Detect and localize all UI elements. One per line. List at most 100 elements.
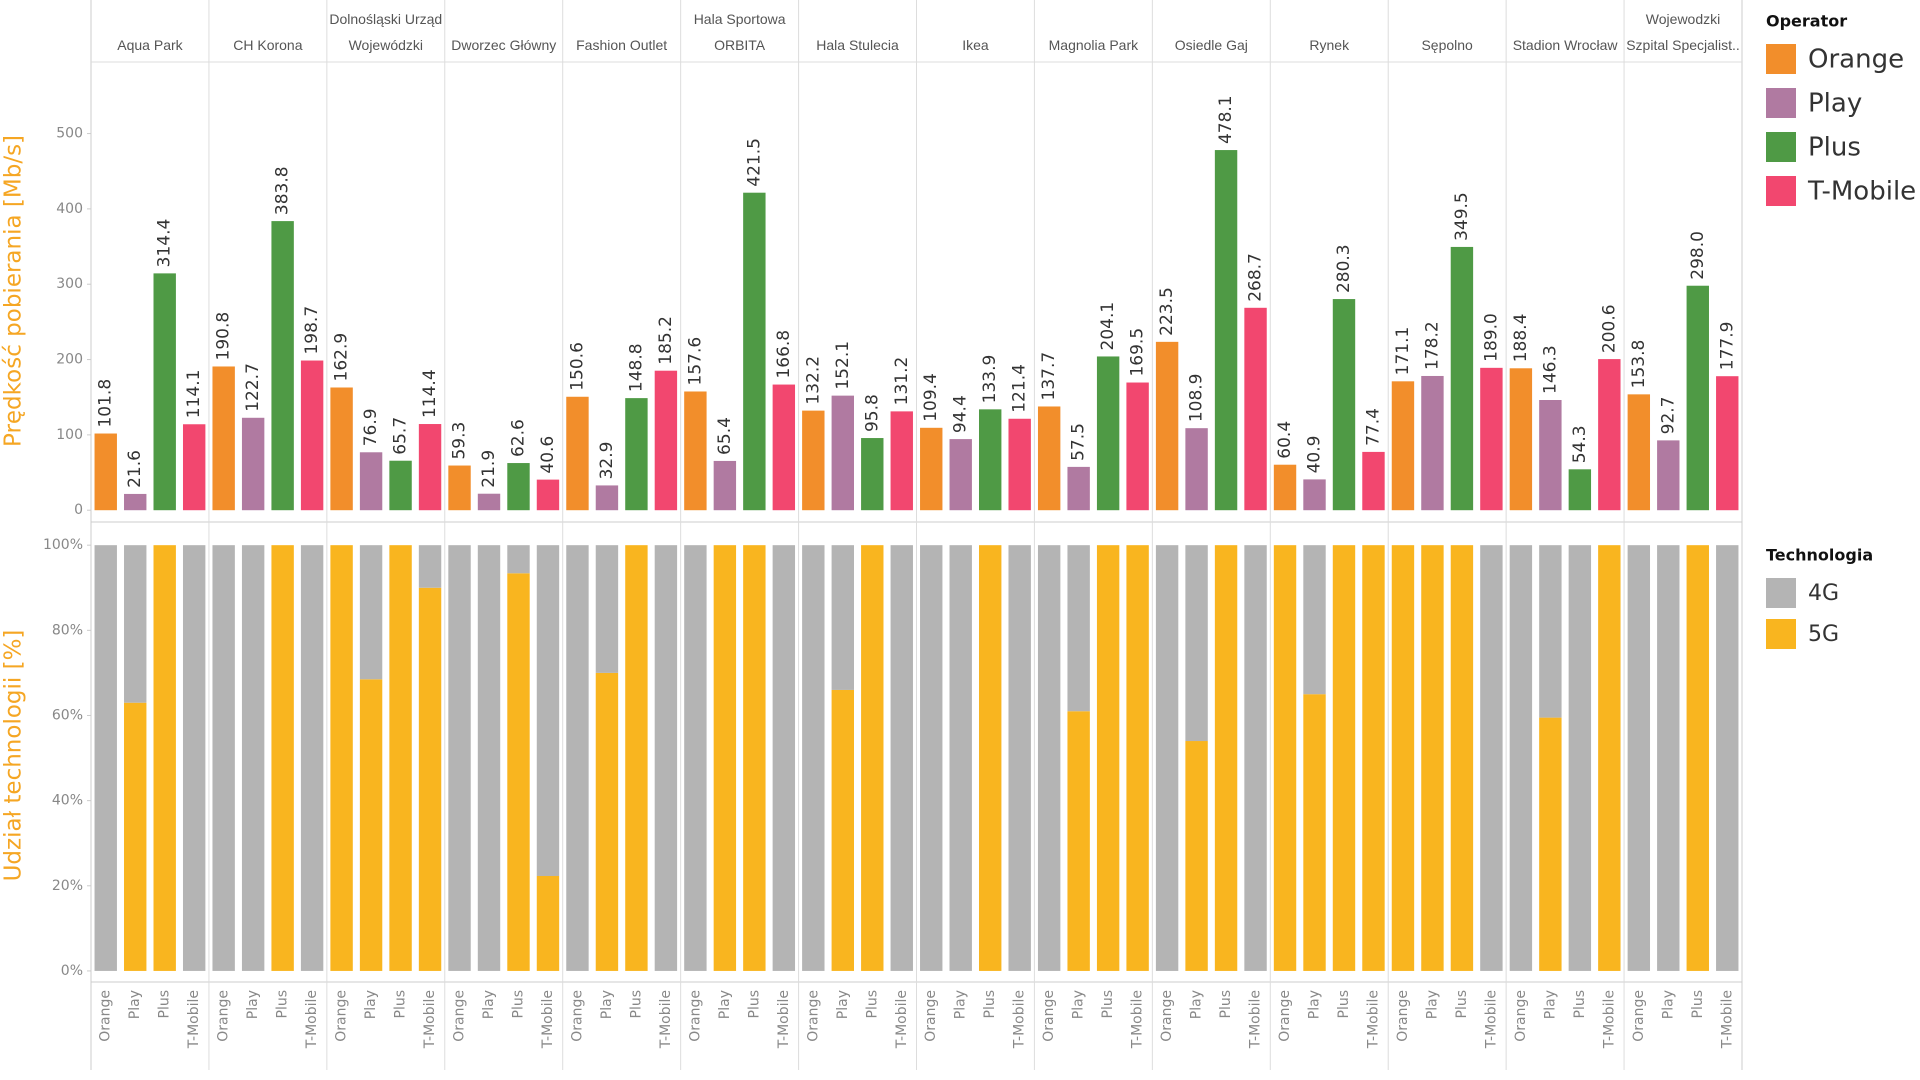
data-label: 76.9	[361, 408, 381, 446]
x-tick-label: Orange	[334, 990, 350, 1042]
x-tick-label: T-Mobile	[304, 990, 320, 1049]
data-label: 40.9	[1305, 436, 1325, 474]
data-label: 298.0	[1688, 231, 1708, 280]
data-label: 177.9	[1717, 322, 1737, 371]
data-label: 122.7	[243, 363, 263, 412]
group-label: Osiedle Gaj	[1174, 37, 1248, 53]
data-label: 21.9	[479, 450, 499, 488]
bar	[1303, 479, 1326, 511]
stacked-segment	[418, 545, 442, 588]
bar	[536, 479, 560, 511]
stacked-segment	[1155, 545, 1179, 971]
x-tick-label: T-Mobile	[658, 990, 674, 1049]
group-label: CH Korona	[233, 37, 303, 53]
bar	[1627, 394, 1651, 511]
legend-swatch	[1766, 176, 1796, 206]
y-tick-label: 60%	[52, 707, 83, 723]
bar	[890, 411, 913, 511]
x-tick-label: T-Mobile	[1248, 990, 1264, 1049]
bar	[271, 221, 294, 511]
data-label: 133.9	[980, 355, 1000, 404]
stacked-segment	[507, 545, 530, 574]
x-tick-label: Play	[245, 990, 261, 1019]
x-tick-label: T-Mobile	[776, 990, 792, 1049]
bar	[1126, 382, 1149, 511]
x-tick-label: Play	[953, 990, 969, 1019]
bar	[241, 417, 265, 511]
stacked-segment	[477, 545, 501, 971]
x-tick-label: Play	[599, 990, 615, 1019]
data-label: 114.4	[420, 369, 440, 418]
bar	[1716, 376, 1739, 511]
data-label: 92.7	[1658, 397, 1678, 435]
stacked-segment	[1067, 545, 1090, 712]
data-label: 65.7	[391, 417, 411, 455]
stacked-segment	[595, 672, 619, 971]
data-label: 189.0	[1481, 313, 1501, 362]
stacked-segment	[684, 545, 707, 971]
bar	[713, 460, 737, 511]
data-label: 32.9	[597, 442, 617, 480]
x-tick-label: T-Mobile	[1130, 990, 1146, 1049]
bar	[566, 396, 589, 511]
stacked-segment	[979, 545, 1002, 971]
x-tick-label: T-Mobile	[1483, 990, 1499, 1049]
x-tick-label: T-Mobile	[422, 990, 438, 1049]
group-label: Hala Sportowa ORBITA	[693, 11, 786, 53]
x-tick-label: Play	[1189, 990, 1205, 1019]
bar	[861, 438, 884, 511]
group-label: Rynek	[1309, 37, 1350, 53]
data-label: 166.8	[774, 330, 794, 379]
x-tick-label: T-Mobile	[1601, 990, 1617, 1049]
bar	[654, 370, 678, 511]
stacked-segment	[507, 573, 530, 971]
stacked-segment	[713, 545, 737, 971]
stacked-segment	[1539, 717, 1562, 971]
y-tick-label: 0%	[61, 963, 83, 979]
x-tick-label: Orange	[569, 990, 585, 1042]
y-tick-label: 100%	[43, 537, 83, 553]
stacked-segment	[182, 545, 206, 971]
bar	[1037, 406, 1061, 511]
bar	[212, 366, 235, 511]
data-label: 478.1	[1216, 95, 1236, 144]
x-tick-label: Play	[1542, 990, 1558, 1019]
data-label: 77.4	[1363, 408, 1383, 446]
data-label: 57.5	[1069, 423, 1089, 461]
y-tick-label: 300	[56, 276, 83, 292]
y-tick-label: 400	[56, 201, 83, 217]
stacked-segment	[861, 545, 884, 971]
x-tick-label: Play	[835, 990, 851, 1019]
x-tick-label: Play	[481, 990, 497, 1019]
data-label: 421.5	[744, 138, 764, 187]
data-label: 21.6	[125, 450, 145, 488]
x-tick-label: Play	[1307, 990, 1323, 1019]
bar	[507, 463, 530, 511]
data-label: 132.2	[803, 356, 823, 405]
stacked-segment	[1273, 545, 1297, 971]
x-tick-label: Orange	[805, 990, 821, 1042]
x-tick-label: Plus	[982, 990, 998, 1019]
bar	[1421, 375, 1444, 511]
stacked-segment	[271, 545, 294, 971]
x-tick-label: Plus	[864, 990, 880, 1019]
stacked-segment	[1214, 545, 1238, 971]
data-label: 109.4	[921, 373, 941, 422]
stacked-segment	[1008, 545, 1031, 971]
stacked-segment	[772, 545, 796, 971]
bar	[1273, 464, 1297, 511]
x-tick-label: Plus	[157, 990, 173, 1019]
bar	[330, 387, 353, 511]
data-label: 268.7	[1246, 253, 1266, 302]
data-label: 223.5	[1157, 287, 1177, 336]
group-label: Hala Stulecia	[816, 37, 899, 53]
stacked-segment	[1539, 545, 1562, 718]
stacked-segment	[359, 545, 383, 680]
data-label: 101.8	[96, 379, 116, 428]
legend-label: T-Mobile	[1807, 177, 1916, 207]
stacked-segment	[448, 545, 471, 971]
legend-label: Play	[1808, 89, 1862, 119]
bar	[1391, 381, 1415, 511]
data-label: 131.2	[892, 357, 912, 406]
bar	[359, 452, 383, 511]
